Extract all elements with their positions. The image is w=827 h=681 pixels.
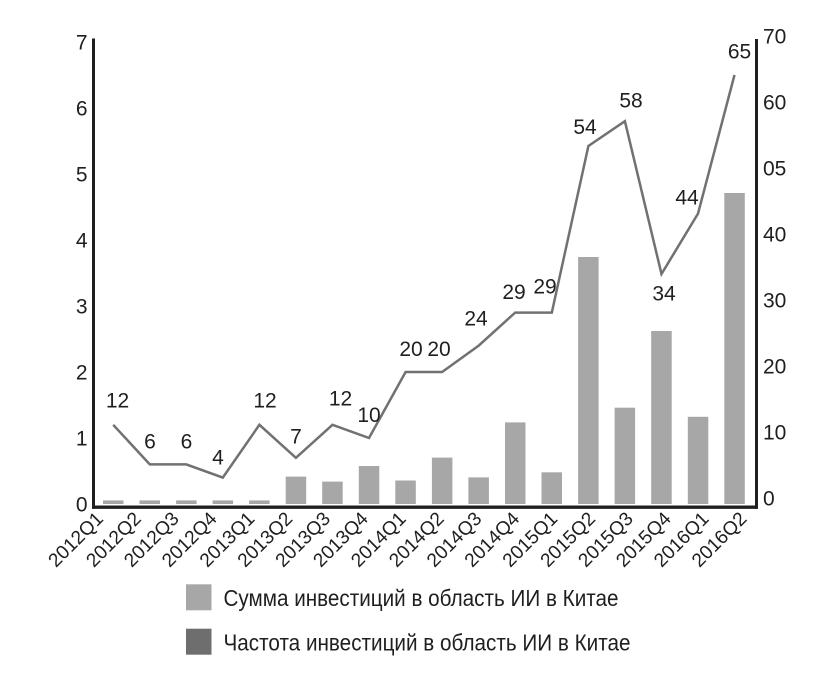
- svg-text:12: 12: [106, 389, 129, 412]
- svg-text:05: 05: [763, 157, 786, 180]
- svg-text:20: 20: [427, 338, 450, 361]
- svg-text:4: 4: [76, 229, 88, 252]
- svg-text:3: 3: [76, 295, 88, 318]
- svg-text:Сумма инвестиций в область ИИ: Сумма инвестиций в область ИИ в Китае: [224, 585, 619, 611]
- svg-text:24: 24: [464, 307, 488, 330]
- svg-text:0: 0: [76, 493, 88, 516]
- svg-text:Частота инвестиций в область И: Частота инвестиций в область ИИ в Китае: [224, 629, 631, 655]
- svg-text:6: 6: [144, 430, 156, 453]
- svg-text:12: 12: [253, 389, 276, 412]
- svg-text:10: 10: [763, 421, 786, 444]
- svg-text:5: 5: [76, 163, 88, 186]
- svg-text:60: 60: [763, 91, 786, 114]
- svg-text:6: 6: [181, 430, 193, 453]
- svg-text:20: 20: [763, 355, 786, 378]
- svg-text:7: 7: [290, 425, 302, 448]
- svg-text:54: 54: [573, 116, 597, 139]
- svg-text:40: 40: [763, 223, 786, 246]
- svg-text:65: 65: [728, 40, 751, 63]
- svg-text:44: 44: [675, 186, 699, 209]
- svg-text:20: 20: [399, 338, 422, 361]
- svg-text:7: 7: [76, 31, 88, 54]
- svg-text:4: 4: [212, 446, 224, 469]
- svg-text:30: 30: [763, 289, 786, 312]
- svg-text:34: 34: [652, 282, 676, 305]
- svg-text:2: 2: [76, 361, 88, 384]
- svg-text:58: 58: [619, 89, 642, 112]
- svg-text:0: 0: [763, 487, 775, 510]
- svg-text:12: 12: [329, 387, 352, 410]
- svg-text:10: 10: [357, 404, 380, 427]
- svg-text:1: 1: [76, 427, 88, 450]
- svg-text:29: 29: [533, 275, 556, 298]
- svg-text:6: 6: [76, 97, 88, 120]
- svg-text:29: 29: [502, 281, 525, 304]
- svg-text:70: 70: [763, 25, 786, 48]
